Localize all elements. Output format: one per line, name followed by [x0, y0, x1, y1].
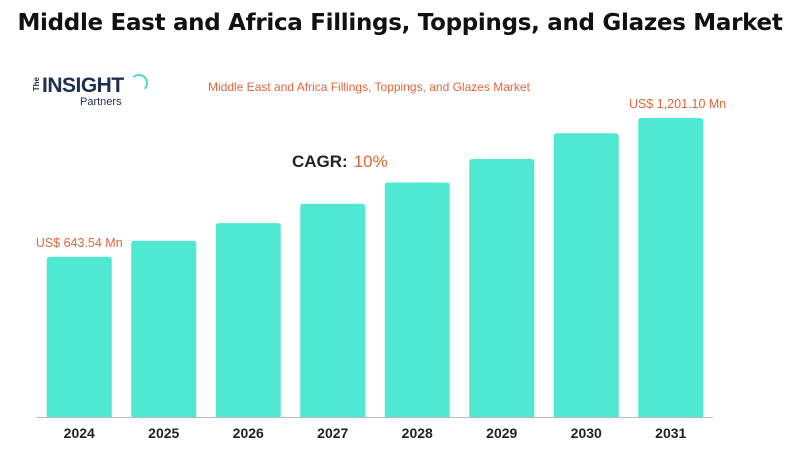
- x-tick-label-2031: 2031: [655, 425, 686, 441]
- data-label-2024: US$ 643.54 Mn: [36, 236, 123, 250]
- brand-logo: The INSIGHT Partners: [32, 74, 148, 114]
- logo-swoosh-icon: [130, 74, 148, 92]
- bar-2028: [384, 182, 450, 417]
- cagr-annotation: CAGR: 10%: [292, 152, 388, 172]
- cagr-value: 10%: [353, 152, 388, 171]
- x-tick-label-2026: 2026: [233, 425, 264, 441]
- bar-2025: [131, 240, 197, 417]
- chart-title: Middle East and Africa Fillings, Topping…: [208, 80, 530, 94]
- x-tick-label-2030: 2030: [571, 425, 602, 441]
- bar-2029: [469, 159, 535, 417]
- logo-partners-text: Partners: [80, 96, 122, 108]
- x-tick-label-2029: 2029: [486, 425, 517, 441]
- page-title: Middle East and Africa Fillings, Topping…: [17, 10, 783, 36]
- bar-2031: [638, 118, 704, 417]
- bar-2030: [553, 133, 619, 417]
- data-label-2031: US$ 1,201.10 Mn: [629, 97, 726, 111]
- x-tick-label-2027: 2027: [317, 425, 348, 441]
- cagr-label: CAGR:: [292, 152, 348, 171]
- x-tick-label-2024: 2024: [64, 425, 95, 441]
- logo-insight-text: INSIGHT: [42, 74, 124, 97]
- bar-2027: [300, 203, 366, 417]
- x-tick-label-2025: 2025: [148, 425, 179, 441]
- x-tick-label-2028: 2028: [402, 425, 433, 441]
- bar-2024: [46, 256, 112, 417]
- bar-2026: [215, 223, 281, 417]
